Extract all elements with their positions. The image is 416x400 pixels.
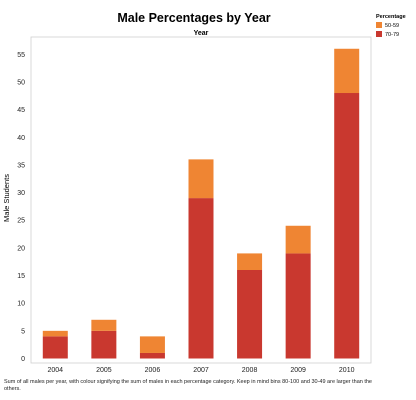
y-tick-label: 15: [17, 273, 25, 280]
legend-swatch-50-59: [376, 22, 382, 28]
y-tick-label: 25: [17, 218, 25, 225]
bar-2010-70-79: [334, 93, 360, 359]
legend-label-70-79: 70-79: [385, 32, 399, 38]
y-tick-label: 35: [17, 162, 25, 169]
plot-frame: [30, 36, 372, 364]
y-tick-label: 55: [17, 52, 25, 59]
bar-2006-50-59: [139, 336, 165, 353]
chart-title: Male Percentages by Year: [117, 11, 270, 25]
x-tick-label: 2008: [242, 367, 258, 374]
bar-2004-70-79: [42, 336, 68, 359]
y-axis-label: Male Students: [2, 174, 11, 222]
y-tick-label: 50: [17, 79, 25, 86]
x-tick-label: 2004: [48, 367, 64, 374]
x-tick-label: 2005: [96, 367, 112, 374]
bar-2004-50-59: [42, 330, 68, 337]
y-tick-label: 40: [17, 135, 25, 142]
legend-label-50-59: 50-59: [385, 23, 399, 29]
bar-2010-50-59: [334, 48, 360, 94]
bar-2005-50-59: [91, 319, 117, 331]
column-header: Year: [194, 30, 209, 37]
x-tick-label: 2010: [339, 367, 355, 374]
x-tick-label: 2009: [290, 367, 306, 374]
x-tick-label: 2006: [145, 367, 161, 374]
bar-2005-70-79: [91, 330, 117, 359]
bar-2008-50-59: [237, 253, 263, 270]
y-tick-label: 20: [17, 245, 25, 252]
legend-title: Percentage: [376, 14, 406, 20]
bar-2006-70-79: [139, 352, 165, 359]
bar-2009-50-59: [285, 225, 311, 254]
y-tick-label: 0: [21, 356, 25, 363]
legend-swatch-70-79: [376, 31, 382, 37]
y-tick-label: 30: [17, 190, 25, 197]
x-tick-label: 2007: [193, 367, 209, 374]
y-axis: 0 5 10 15 20 25 30 35 40 45 50 55: [17, 52, 25, 363]
bar-2007-50-59: [188, 159, 214, 199]
y-tick-label: 5: [21, 328, 25, 335]
y-tick-label: 10: [17, 301, 25, 308]
bar-2007-70-79: [188, 198, 214, 359]
y-tick-label: 45: [17, 107, 25, 114]
legend: Percentage 50-59 70-79: [376, 14, 406, 38]
chart-caption: Sum of all males per year, with colour s…: [4, 379, 372, 392]
bar-2009-70-79: [285, 253, 311, 359]
bars: [42, 48, 360, 359]
x-axis-labels: 2004 2005 2006 2007 2008 2009 2010: [48, 367, 355, 374]
bar-2008-70-79: [237, 270, 263, 359]
